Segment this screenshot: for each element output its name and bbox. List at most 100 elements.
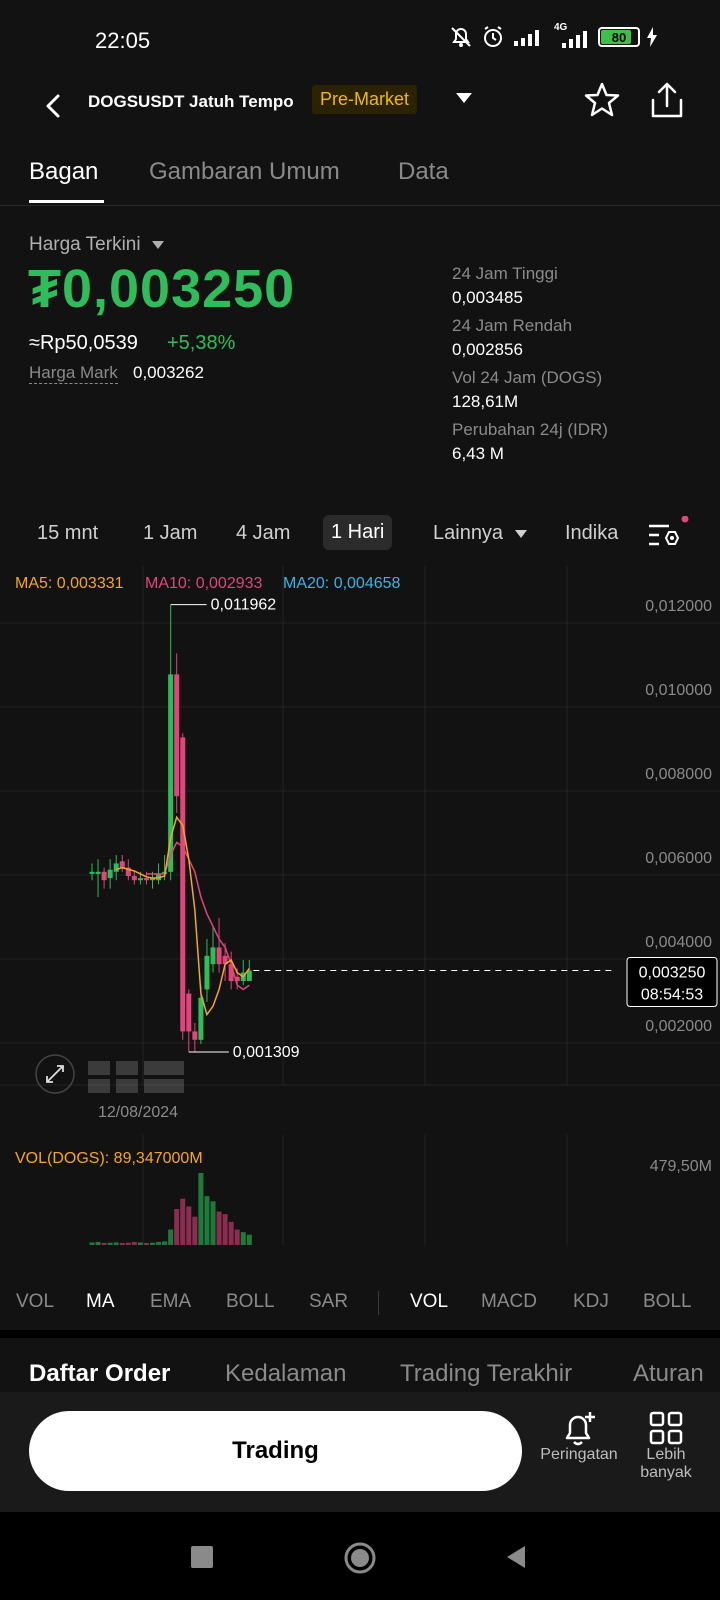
volume-bar <box>186 1206 192 1245</box>
volume-bar <box>210 1201 216 1245</box>
trade-button[interactable]: Trading <box>29 1411 522 1491</box>
recents-button[interactable] <box>191 1546 213 1568</box>
last-price: ₮0,003250 <box>28 259 296 319</box>
volume-bar <box>125 1242 131 1245</box>
candle-body <box>180 737 186 1032</box>
candle-body <box>228 964 234 981</box>
price-label-caret-icon <box>151 240 164 249</box>
order-tabs: Daftar Order Kedalaman Trading Terakhir … <box>0 1338 720 1400</box>
signal-icon <box>514 30 539 46</box>
volume-bar <box>107 1242 113 1245</box>
tab-recent-trades[interactable]: Trading Terakhir <box>400 1360 573 1387</box>
tab-gambaran-umum[interactable]: Gambaran Umum <box>149 158 340 185</box>
mute-bell-icon <box>451 27 471 47</box>
tab-data[interactable]: Data <box>398 158 449 185</box>
stat-vol-value: 128,61M <box>452 392 519 411</box>
volume-bar <box>198 1173 204 1245</box>
main-ind-sar[interactable]: SAR <box>309 1291 349 1312</box>
sub-ind-macd[interactable]: MACD <box>481 1291 537 1312</box>
market-badge: Pre-Market <box>312 85 418 114</box>
mark-price-label[interactable]: Harga Mark <box>29 363 118 384</box>
volume-bar <box>131 1241 137 1245</box>
fullscreen-icon[interactable] <box>35 1054 75 1094</box>
stat-change-label: Perubahan 24j (IDR) <box>452 420 608 439</box>
volume-bar <box>162 1241 168 1245</box>
sub-ind-kdj[interactable]: KDJ <box>573 1291 609 1312</box>
status-icons: 4G 80 <box>448 22 658 50</box>
candle-body <box>137 878 143 881</box>
section-divider <box>0 1330 720 1338</box>
stat-low-value: 0,002856 <box>452 340 523 359</box>
chart-settings-icon[interactable] <box>645 516 689 554</box>
alarm-icon <box>484 26 502 47</box>
interval-4h[interactable]: 4 Jam <box>236 522 291 544</box>
main-tabs: Bagan Gambaran Umum Data <box>0 150 720 206</box>
candle-body <box>246 970 252 981</box>
volume-bar <box>180 1198 186 1245</box>
volume-bar <box>234 1229 240 1245</box>
price-label[interactable]: Harga Terkini <box>29 234 164 256</box>
battery-level: 80 <box>611 29 627 45</box>
countdown-label: 08:54:53 <box>641 987 703 1004</box>
candle-body <box>216 947 222 965</box>
candle-body <box>186 993 192 1032</box>
interval-more[interactable]: Lainnya <box>433 522 527 545</box>
candle-body <box>222 955 228 965</box>
more-grid-icon[interactable] <box>646 1408 686 1448</box>
low-marker-label: 0,001309 <box>233 1044 300 1061</box>
candle-body <box>107 869 113 879</box>
volume-bar <box>192 1216 198 1245</box>
main-ind-vol[interactable]: VOL <box>16 1291 55 1312</box>
volume-bar <box>101 1242 107 1245</box>
high-marker-label: 0,011962 <box>211 597 277 614</box>
candle-body <box>168 674 174 872</box>
candle-body <box>113 863 119 872</box>
main-ind-ma[interactable]: MA <box>86 1291 115 1312</box>
candle-body <box>131 876 137 881</box>
stat-high-value: 0,003485 <box>452 288 523 307</box>
sub-ind-boll[interactable]: BOLL <box>643 1291 692 1312</box>
sub-ind-vol[interactable]: VOL <box>410 1291 449 1312</box>
tab-rules[interactable]: Aturan <box>633 1360 704 1387</box>
volume-max-label: 479,50M <box>650 1158 712 1175</box>
tab-bagan[interactable]: Bagan <box>29 158 99 185</box>
interval-indicator[interactable]: Indika <box>565 522 619 544</box>
volume-bar <box>156 1241 162 1245</box>
star-icon[interactable] <box>582 80 622 120</box>
ma-legend-3: MA20: 0,004658 <box>283 575 401 592</box>
candle-body <box>119 861 125 868</box>
back-icon[interactable] <box>40 86 68 126</box>
share-icon[interactable] <box>647 80 687 122</box>
main-ind-ema[interactable]: EMA <box>150 1291 192 1312</box>
interval-1d[interactable]: 1 Hari <box>323 515 393 550</box>
chart-container[interactable]: 0,012000 0,010000 0,008000 0,006000 0,004000… <box>0 565 720 1265</box>
tab-order-book[interactable]: Daftar Order <box>29 1360 171 1387</box>
tab-active-indicator <box>29 200 104 203</box>
price-chart[interactable]: 0,012000 0,010000 0,008000 0,006000 0,004000… <box>0 565 720 1265</box>
current-price-label: 0,003250 <box>639 965 706 982</box>
volume-bar <box>168 1229 174 1245</box>
mark-price-value: 0,003262 <box>133 363 204 382</box>
candle-body <box>101 871 107 881</box>
volume-bar <box>240 1232 246 1245</box>
volume-bar <box>216 1211 222 1245</box>
pair-dropdown-icon[interactable] <box>456 93 472 103</box>
back-nav-button[interactable] <box>503 1542 529 1572</box>
idr-price: ≈Rp50,0539 <box>29 332 138 354</box>
interval-1h[interactable]: 1 Jam <box>143 522 198 544</box>
tab-depth[interactable]: Kedalaman <box>225 1360 347 1387</box>
more-label[interactable]: Lebih banyak <box>640 1446 692 1481</box>
pair-title[interactable]: DOGSUSDT Jatuh Tempo <box>88 92 294 111</box>
volume-bar <box>137 1242 143 1245</box>
add-alert-icon[interactable] <box>557 1408 601 1448</box>
x-axis-label: 12/08/2024 <box>98 1104 178 1121</box>
main-ind-boll[interactable]: BOLL <box>226 1291 275 1312</box>
candle-body <box>89 871 95 874</box>
home-button[interactable] <box>342 1540 378 1576</box>
stat-low-label: 24 Jam Rendah <box>452 316 573 335</box>
alert-label[interactable]: Peringatan <box>540 1446 618 1463</box>
interval-15m[interactable]: 15 mnt <box>37 522 99 544</box>
volume-bar <box>143 1242 149 1245</box>
candle-body <box>95 871 101 874</box>
